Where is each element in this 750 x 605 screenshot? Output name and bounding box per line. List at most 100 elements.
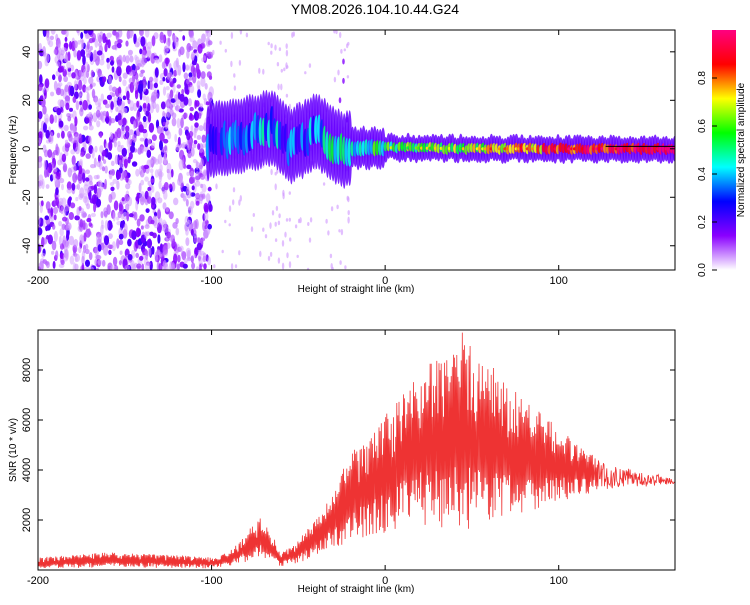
noise-blob: [64, 204, 70, 212]
snr-ticks: -200 -100 0 100 2000 4000 6000 8000: [21, 330, 675, 587]
noise-blob: [192, 40, 198, 49]
noise-blob: [178, 159, 184, 171]
noise-blob: [186, 190, 192, 199]
noise-blob: [96, 120, 101, 128]
noise-blob: [86, 92, 90, 102]
noise-blob: [136, 263, 142, 269]
noise-blob: [78, 79, 83, 91]
sparse-blob: [221, 249, 224, 254]
sparse-blob: [233, 73, 236, 78]
noise-blob: [49, 114, 54, 124]
noise-blob: [64, 139, 69, 145]
noise-blob: [118, 233, 124, 240]
noise-blob: [47, 208, 51, 214]
sparse-blob: [270, 168, 273, 176]
noise-blob: [175, 144, 181, 151]
noise-blob: [180, 251, 186, 258]
noise-blob: [45, 32, 50, 41]
noise-blob: [185, 199, 189, 207]
noise-blob: [141, 49, 146, 60]
y-tick-label: 2000: [21, 508, 33, 532]
sparse-blob: [346, 75, 350, 79]
noise-blob: [128, 129, 134, 136]
noise-blob: [57, 82, 63, 87]
noise-blob: [117, 211, 122, 219]
noise-blob: [122, 72, 128, 79]
noise-blob: [138, 182, 142, 193]
sparse-blob: [296, 254, 299, 258]
noise-blob: [159, 132, 165, 142]
noise-blob: [73, 163, 77, 174]
sparse-blob: [289, 237, 292, 242]
noise-blob: [96, 50, 103, 56]
noise-blob: [122, 54, 127, 63]
noise-blob: [111, 66, 115, 73]
noise-blob: [80, 32, 84, 39]
sparse-blob: [347, 216, 350, 224]
noise-blob: [71, 72, 76, 79]
noise-blob: [53, 149, 59, 156]
noise-blob: [45, 129, 50, 139]
noise-blob: [110, 60, 114, 66]
noise-blob: [88, 104, 92, 110]
noise-blob: [94, 145, 98, 153]
noise-blob: [91, 148, 95, 159]
noise-blob: [127, 196, 133, 207]
noise-blob: [123, 223, 128, 234]
noise-blob: [41, 252, 46, 258]
noise-blob: [79, 219, 84, 228]
noise-blob: [159, 140, 163, 151]
noise-blob: [42, 105, 47, 115]
noise-blob: [157, 154, 163, 165]
noise-blob: [56, 107, 62, 116]
snr-y-label: SNR (10 * v/v): [8, 418, 19, 482]
noise-blob: [133, 120, 136, 130]
noise-blob: [39, 74, 43, 85]
noise-blob: [135, 199, 139, 211]
noise-blob: [161, 61, 166, 69]
spike-blob: [338, 97, 342, 104]
noise-blob: [102, 99, 108, 105]
noise-blob: [71, 155, 76, 166]
noise-blob: [110, 186, 115, 192]
noise-blob: [67, 115, 72, 122]
noise-blob: [151, 35, 156, 47]
noise-blob: [41, 236, 45, 248]
noise-blob: [75, 196, 79, 202]
noise-blob: [134, 72, 139, 80]
sparse-blob: [270, 43, 273, 49]
noise-blob: [94, 259, 98, 265]
noise-blob: [153, 77, 158, 83]
noise-blob: [96, 267, 99, 270]
noise-blob: [69, 255, 75, 265]
noise-blob: [182, 263, 188, 269]
noise-blob: [142, 76, 147, 86]
noise-blob: [131, 230, 137, 241]
noise-blob: [182, 193, 187, 198]
colorbar-label: Normalized spectral amplitude: [736, 82, 747, 217]
noise-blob: [74, 116, 78, 127]
noise-blob: [78, 165, 83, 175]
noise-blob: [138, 124, 144, 133]
noise-blob: [183, 258, 188, 264]
snr-frame: [37, 329, 676, 571]
noise-blob: [90, 164, 96, 169]
noise-blob: [106, 57, 110, 64]
noise-blob: [79, 91, 83, 96]
noise-blob: [63, 209, 67, 218]
noise-blob: [75, 100, 80, 111]
noise-blob: [169, 261, 173, 270]
noise-blob: [102, 33, 106, 44]
noise-blob: [61, 153, 67, 163]
noise-blob: [175, 69, 181, 76]
noise-blob: [69, 107, 73, 112]
sparse-blob: [277, 83, 280, 91]
sparse-blob: [333, 76, 337, 83]
noise-blob: [46, 235, 50, 240]
noise-blob: [185, 237, 190, 247]
colorbar-gradient: [712, 30, 736, 270]
noise-blob: [118, 239, 124, 245]
noise-blob: [186, 49, 190, 59]
noise-blob: [188, 30, 194, 38]
noise-blob: [60, 88, 65, 97]
